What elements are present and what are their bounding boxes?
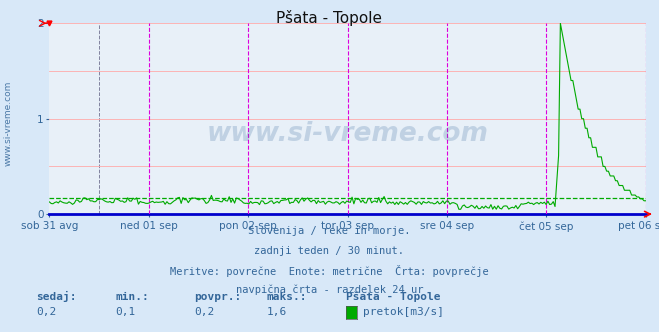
Text: maks.:: maks.: [267,292,307,302]
Text: www.si-vreme.com: www.si-vreme.com [207,121,488,147]
Text: sedaj:: sedaj: [36,291,76,302]
Text: 1,6: 1,6 [267,307,287,317]
Text: navpična črta - razdelek 24 ur: navpična črta - razdelek 24 ur [236,284,423,295]
Text: 0,1: 0,1 [115,307,136,317]
Text: pretok[m3/s]: pretok[m3/s] [363,307,444,317]
Text: Slovenija / reke in morje.: Slovenija / reke in morje. [248,226,411,236]
Text: 0,2: 0,2 [36,307,57,317]
Text: Pšata - Topole: Pšata - Topole [277,10,382,26]
Text: zadnji teden / 30 minut.: zadnji teden / 30 minut. [254,246,405,256]
Text: povpr.:: povpr.: [194,292,242,302]
Text: www.si-vreme.com: www.si-vreme.com [4,80,13,166]
Text: Pšata - Topole: Pšata - Topole [346,291,440,302]
Text: Meritve: povrečne  Enote: metrične  Črta: povprečje: Meritve: povrečne Enote: metrične Črta: … [170,265,489,277]
Text: min.:: min.: [115,292,149,302]
Text: 0,2: 0,2 [194,307,215,317]
